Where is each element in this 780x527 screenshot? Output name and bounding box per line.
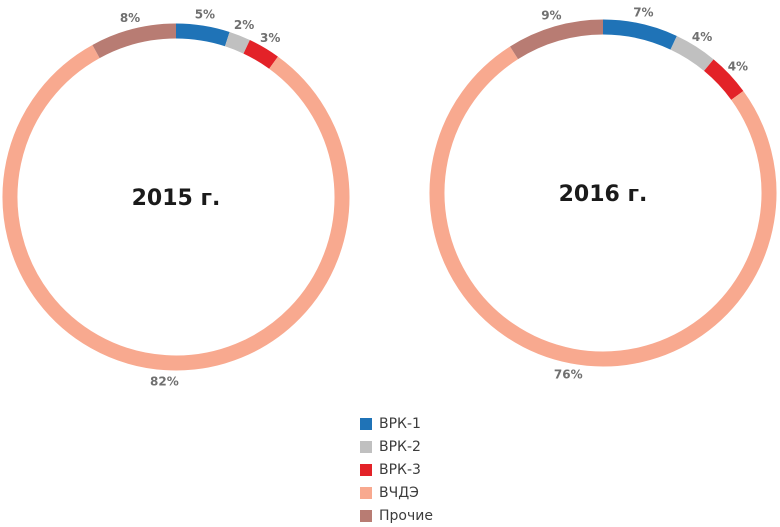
donut-slice [243,40,278,69]
donut-slice [703,59,744,100]
donut-slice [2,44,350,371]
slice-label: 4% [728,59,748,73]
legend-item: Прочие [360,504,560,527]
donut-slice [510,19,604,60]
center-label: 2016 г. [559,182,648,207]
slice-label: 7% [633,6,653,20]
legend-label: ВЧДЭ [379,484,419,501]
donut-slice [602,19,677,50]
legend-item: ВЧДЭ [360,481,560,504]
slice-label: 4% [692,30,712,44]
donut-chart-2015: 5% 2% 3% 82% 8% 2015 г. [2,7,350,389]
legend-label: Прочие [379,507,433,524]
legend-item: ВРК-2 [360,435,560,458]
donut-slice [429,46,777,367]
slice-label: 8% [120,11,140,25]
donut-slice [92,23,177,59]
slice-label: 2% [234,18,254,32]
legend-item: ВРК-3 [360,458,560,481]
slice-label: 9% [541,8,561,22]
center-label: 2015 г. [132,186,221,211]
legend-swatch [360,417,372,430]
legend-swatch [360,440,372,453]
legend-swatch [360,509,372,522]
legend-swatch [360,486,372,499]
legend-label: ВРК-2 [379,438,421,455]
slice-label: 5% [195,7,215,21]
legend: ВРК-1 ВРК-2 ВРК-3 ВЧДЭ Прочие [360,412,560,527]
slice-label: 82% [150,375,179,389]
slice-label: 76% [554,368,583,382]
donut-chart-2016: 7% 4% 4% 76% 9% 2016 г. [429,6,777,382]
legend-label: ВРК-1 [379,415,421,432]
legend-item: ВРК-1 [360,412,560,435]
legend-swatch [360,463,372,476]
donut-slice [224,31,250,54]
slice-label: 3% [260,31,280,45]
donut-slice [175,23,230,47]
legend-label: ВРК-3 [379,461,421,478]
donut-slice [670,36,714,71]
